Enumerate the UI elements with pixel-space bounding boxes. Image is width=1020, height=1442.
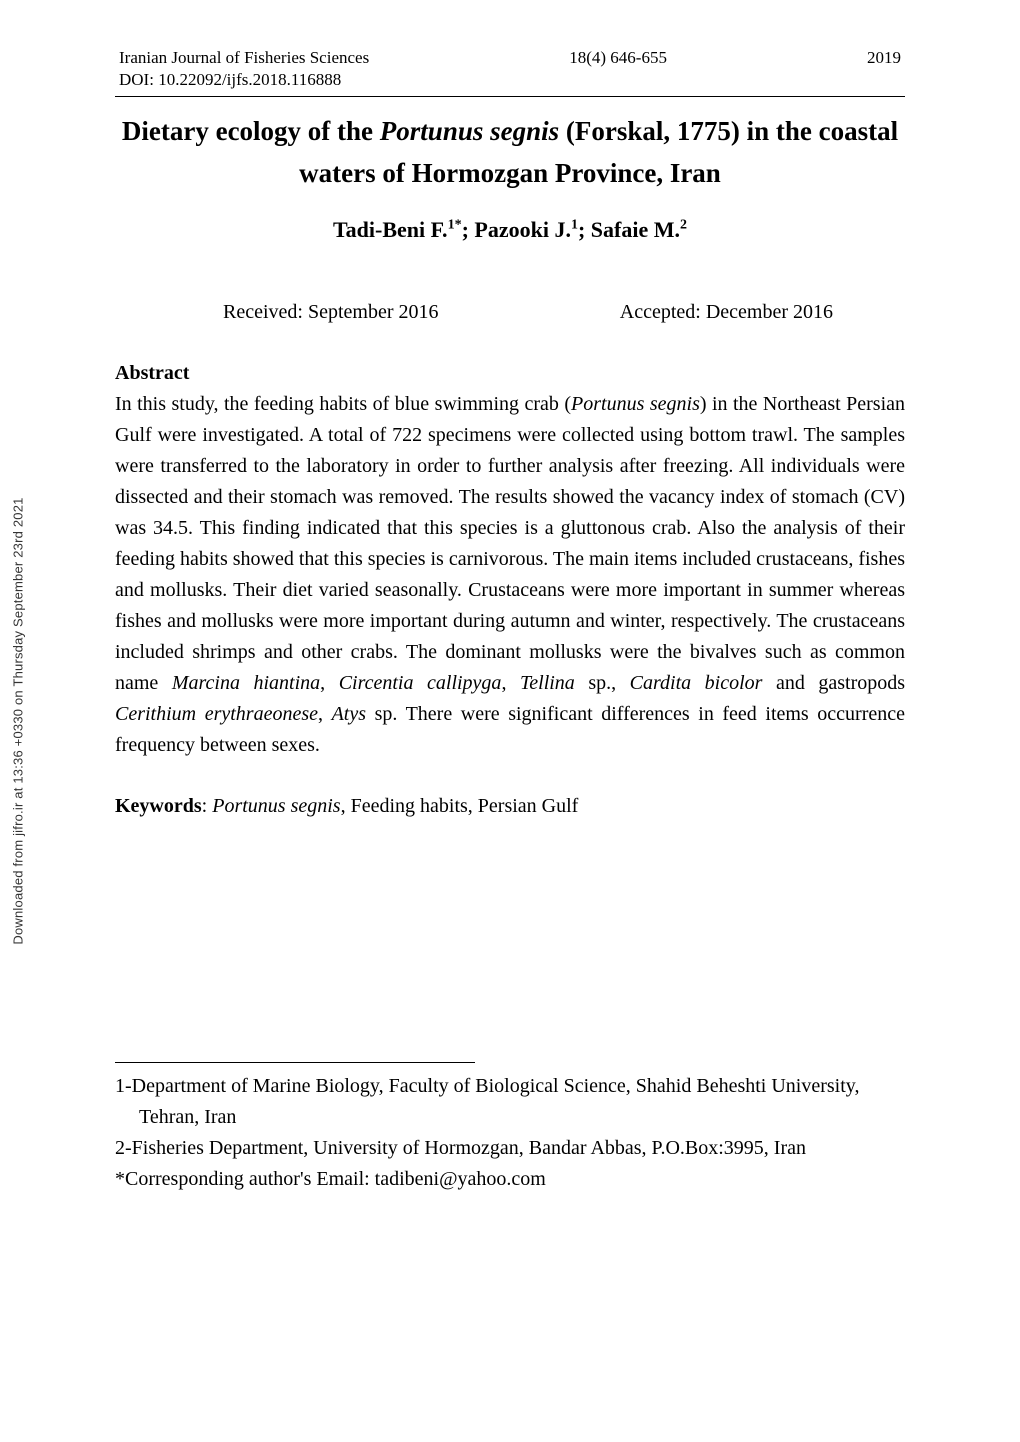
header-left: Iranian Journal of Fisheries Sciences DO… — [119, 48, 369, 90]
footnote-rule — [115, 1062, 475, 1063]
species-name: Cardita bicolor — [630, 672, 763, 694]
abstract-text: In this study, the feeding habits of blu… — [115, 393, 571, 415]
journal-name: Iranian Journal of Fisheries Sciences — [119, 48, 369, 68]
abstract-text: , — [318, 703, 332, 725]
keywords-sep: : — [202, 795, 213, 817]
species-name: Cerithium erythraeonese — [115, 703, 318, 725]
article-title: Dietary ecology of the Portunus segnis (… — [115, 111, 905, 195]
species-name: Marcina hiantina — [172, 672, 320, 694]
author-3-sup: 2 — [680, 217, 687, 232]
species-name: Tellina — [520, 672, 575, 694]
abstract-text: ) in the Northeast Persian Gulf were inv… — [115, 393, 905, 694]
abstract-text: , — [501, 672, 520, 694]
abstract-text: and gastropods — [762, 672, 905, 694]
abstract-text: sp., — [575, 672, 630, 694]
title-species: Portunus segnis — [380, 116, 559, 146]
species-name: Atys — [332, 703, 366, 725]
affiliation-2: 2-Fisheries Department, University of Ho… — [115, 1133, 905, 1164]
page: Downloaded from jifro.ir at 13:36 +0330 … — [0, 0, 1020, 1442]
author-sep: ; — [578, 217, 591, 242]
keywords-label: Keywords — [115, 795, 202, 817]
author-2-sup: 1 — [571, 217, 578, 232]
download-watermark: Downloaded from jifro.ir at 13:36 +0330 … — [11, 497, 26, 944]
running-header: Iranian Journal of Fisheries Sciences DO… — [115, 48, 905, 90]
title-prefix: Dietary ecology of the — [122, 116, 380, 146]
keywords-species: Portunus segnis — [212, 795, 340, 817]
keywords-line: Keywords: Portunus segnis, Feeding habit… — [115, 791, 905, 822]
author-3: Safaie M. — [591, 217, 680, 242]
year: 2019 — [867, 48, 901, 68]
affiliation-1: 1-Department of Marine Biology, Faculty … — [115, 1071, 905, 1133]
keywords-rest: , Feeding habits, Persian Gulf — [341, 795, 579, 817]
accepted-date: Accepted: December 2016 — [620, 301, 833, 324]
author-1: Tadi-Beni F. — [333, 217, 448, 242]
affiliations: 1-Department of Marine Biology, Faculty … — [115, 1071, 905, 1195]
abstract-body: In this study, the feeding habits of blu… — [115, 389, 905, 761]
corresponding-author: *Corresponding author's Email: tadibeni@… — [115, 1164, 905, 1195]
author-sep: ; — [462, 217, 475, 242]
abstract-heading: Abstract — [115, 362, 905, 385]
doi-line: DOI: 10.22092/ijfs.2018.116888 — [119, 70, 369, 90]
author-2: Pazooki J. — [474, 217, 571, 242]
abstract-text: , — [320, 672, 339, 694]
issue-pages: 18(4) 646-655 — [569, 48, 667, 68]
dates-row: Received: September 2016 Accepted: Decem… — [115, 301, 905, 324]
author-list: Tadi-Beni F.1*; Pazooki J.1; Safaie M.2 — [115, 217, 905, 243]
species-name: Circentia callipyga — [339, 672, 502, 694]
received-date: Received: September 2016 — [223, 301, 439, 324]
species-name: Portunus segnis — [571, 393, 700, 415]
author-1-sup: 1* — [448, 217, 462, 232]
header-rule — [115, 96, 905, 97]
